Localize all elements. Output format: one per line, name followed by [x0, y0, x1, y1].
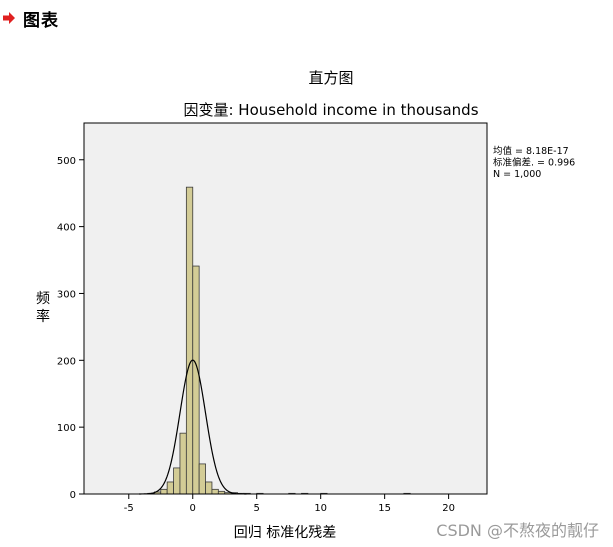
y-tick-label-0: 0 [70, 490, 76, 501]
plot-area [84, 123, 487, 494]
histogram-bar-9 [205, 481, 213, 495]
normal-curve [139, 359, 247, 495]
section-title: 图表 [23, 10, 59, 31]
x-axis-label: 回归 标准化残差 [234, 524, 336, 541]
y-tick-label-400: 400 [57, 223, 76, 234]
y-axis-label: 频率 [36, 291, 50, 325]
x-tick-label-20: 20 [442, 503, 455, 514]
y-tick-label-300: 300 [57, 289, 76, 300]
chart-title: 直方图 [308, 69, 353, 87]
histogram-bar-10 [211, 488, 219, 495]
x-tick-label-5: 5 [254, 503, 260, 514]
stats-line-0: 均值 = 8.18E-17 [493, 145, 569, 157]
y-tick-label-100: 100 [57, 423, 76, 434]
watermark: CSDN @不熬夜的靓仔 [436, 521, 599, 540]
x-tick-label-15: 15 [378, 503, 391, 514]
plot-frame [83, 122, 488, 495]
histogram-bar-8 [198, 463, 206, 495]
histogram-bar-3 [166, 481, 174, 495]
histogram-bar-7 [192, 265, 200, 495]
arrow-right-icon [3, 12, 15, 24]
stats-line-2: N = 1,000 [493, 169, 541, 180]
chart-subtitle: 因变量: Household income in thousands [183, 101, 478, 119]
stats-line-1: 标准偏差. = 0.996 [493, 157, 575, 169]
section-header: 图表 [0, 6, 59, 31]
y-tick-label-500: 500 [57, 156, 76, 167]
histogram-bar-2 [160, 488, 168, 495]
y-tick-label-200: 200 [57, 356, 76, 367]
x-tick-label-0: 0 [190, 503, 196, 514]
histogram-bar-5 [179, 432, 187, 495]
histogram-bar-6 [185, 186, 194, 495]
x-tick-label--5: -5 [124, 503, 134, 514]
x-tick-label-10: 10 [314, 503, 327, 514]
histogram-bar-4 [173, 467, 181, 495]
